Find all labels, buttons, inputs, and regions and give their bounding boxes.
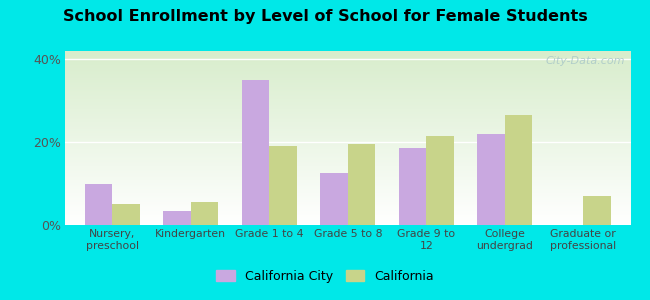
- Bar: [584, 196, 611, 225]
- Bar: [112, 204, 140, 225]
- Bar: [426, 136, 454, 225]
- Bar: [477, 134, 505, 225]
- Bar: [348, 144, 375, 225]
- Bar: [320, 173, 348, 225]
- Bar: [269, 146, 296, 225]
- Text: City-Data.com: City-Data.com: [545, 56, 625, 66]
- Bar: [84, 184, 112, 225]
- Bar: [505, 115, 532, 225]
- Bar: [242, 80, 269, 225]
- Bar: [163, 211, 190, 225]
- Legend: California City, California: California City, California: [211, 265, 439, 288]
- Text: School Enrollment by Level of School for Female Students: School Enrollment by Level of School for…: [62, 9, 588, 24]
- Bar: [399, 148, 426, 225]
- Bar: [190, 202, 218, 225]
